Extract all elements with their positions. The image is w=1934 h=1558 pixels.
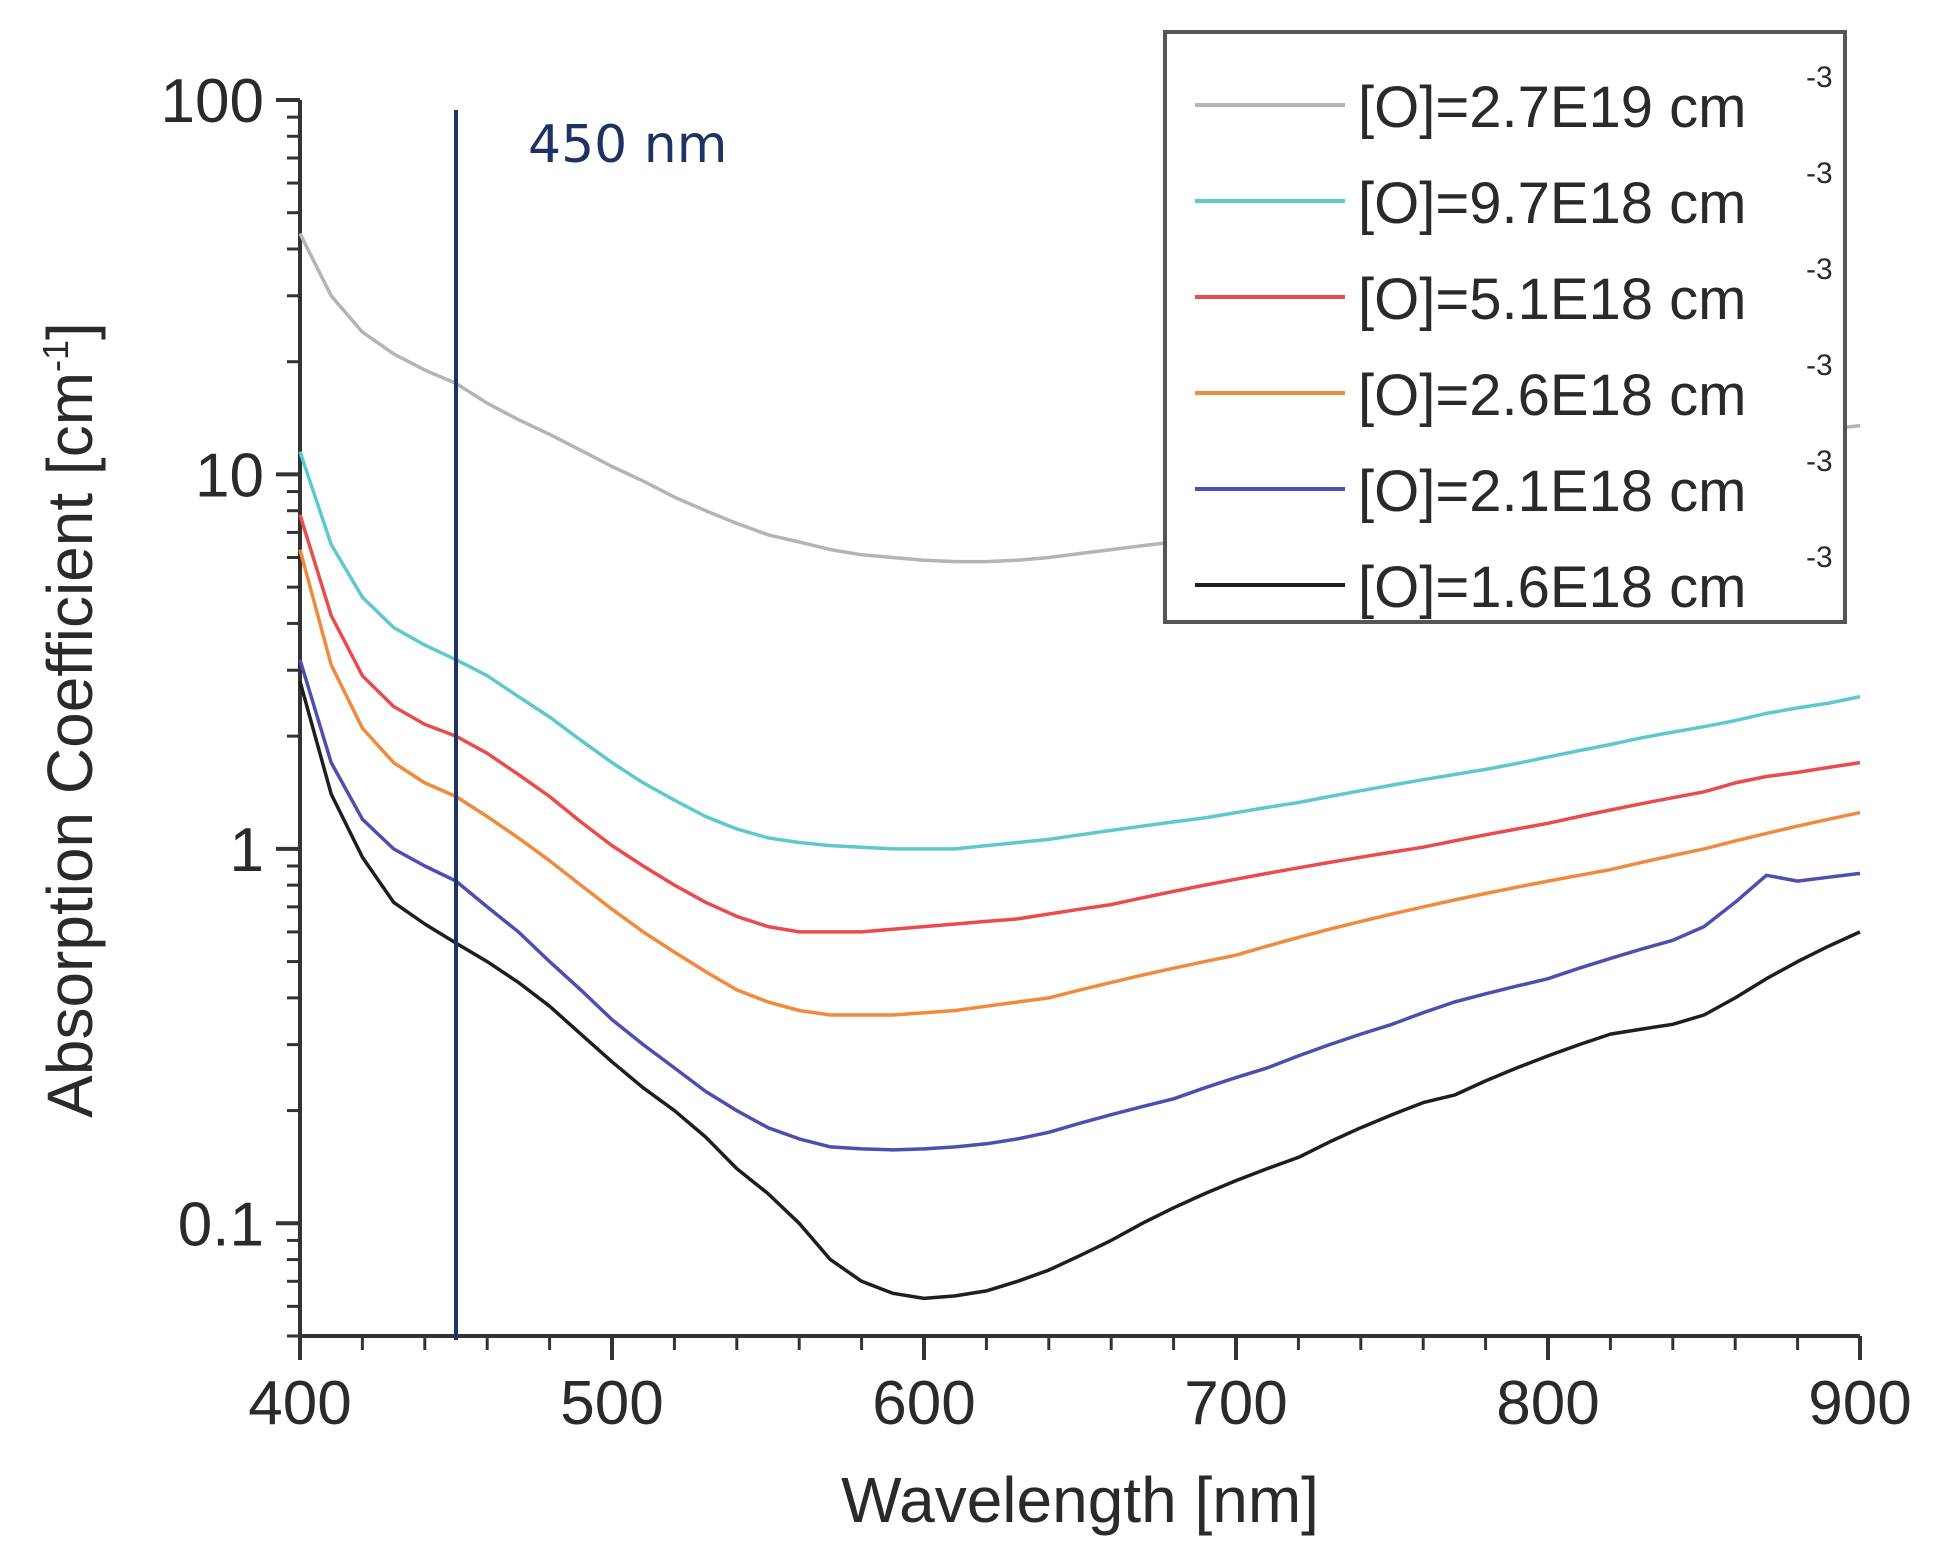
- y-axis-title-close: ]: [34, 322, 106, 340]
- legend-label-5: [O]=2.1E18 cm: [1358, 459, 1746, 524]
- x-axis-title: Wavelength [nm]: [841, 1464, 1319, 1536]
- legend-sup-1: -3: [1806, 61, 1833, 94]
- y-axis-title: Absorption Coefficient [cm-1]: [34, 322, 106, 1118]
- y-tick-label: 1: [230, 816, 264, 885]
- legend-label-1: [O]=2.7E19 cm: [1358, 75, 1746, 140]
- legend-items: [O]=2.7E19 cm -3 [O]=9.7E18 cm -3 [O]=5.1E18…: [1195, 61, 1833, 620]
- legend-sup-4: -3: [1806, 349, 1833, 382]
- legend-label-6: [O]=1.6E18 cm: [1358, 555, 1746, 620]
- x-tick-label: 700: [1184, 1369, 1287, 1438]
- legend-sup-3: -3: [1806, 253, 1833, 286]
- y-axis-title-main: Absorption Coefficient [cm: [34, 372, 106, 1118]
- x-tick-label: 900: [1808, 1369, 1911, 1438]
- series-line-2: [298, 451, 1861, 851]
- series-line-3: [298, 514, 1861, 934]
- y-tick-label: 0.1: [178, 1190, 264, 1259]
- x-tick-label: 800: [1496, 1369, 1599, 1438]
- y-ticks: 0.1 1 10 100: [161, 67, 300, 1338]
- legend-sup-6: -3: [1806, 541, 1833, 574]
- wavelength-marker-label: 450 nm: [528, 115, 727, 175]
- series-line-4: [298, 549, 1861, 1017]
- legend-label-3: [O]=5.1E18 cm: [1358, 267, 1746, 332]
- x-ticks: 400 500 600 700 800 900: [248, 1336, 1912, 1438]
- legend: [O]=2.7E19 cm -3 [O]=9.7E18 cm -3 [O]=5.1E18…: [1163, 30, 1847, 624]
- series-line-6: [298, 680, 1861, 1301]
- x-tick-label: 400: [248, 1369, 351, 1438]
- series-line-5: [298, 659, 1861, 1152]
- legend-sup-2: -3: [1806, 157, 1833, 190]
- legend-label-4: [O]=2.6E18 cm: [1358, 363, 1746, 428]
- x-tick-label: 500: [560, 1369, 663, 1438]
- legend-box: [1163, 30, 1847, 624]
- y-tick-label: 10: [195, 441, 264, 510]
- y-axis-title-sup: -1: [35, 340, 76, 372]
- legend-sup-5: -3: [1806, 445, 1833, 478]
- y-tick-label: 100: [161, 67, 264, 136]
- x-tick-label: 600: [872, 1369, 975, 1438]
- legend-label-2: [O]=9.7E18 cm: [1358, 171, 1746, 236]
